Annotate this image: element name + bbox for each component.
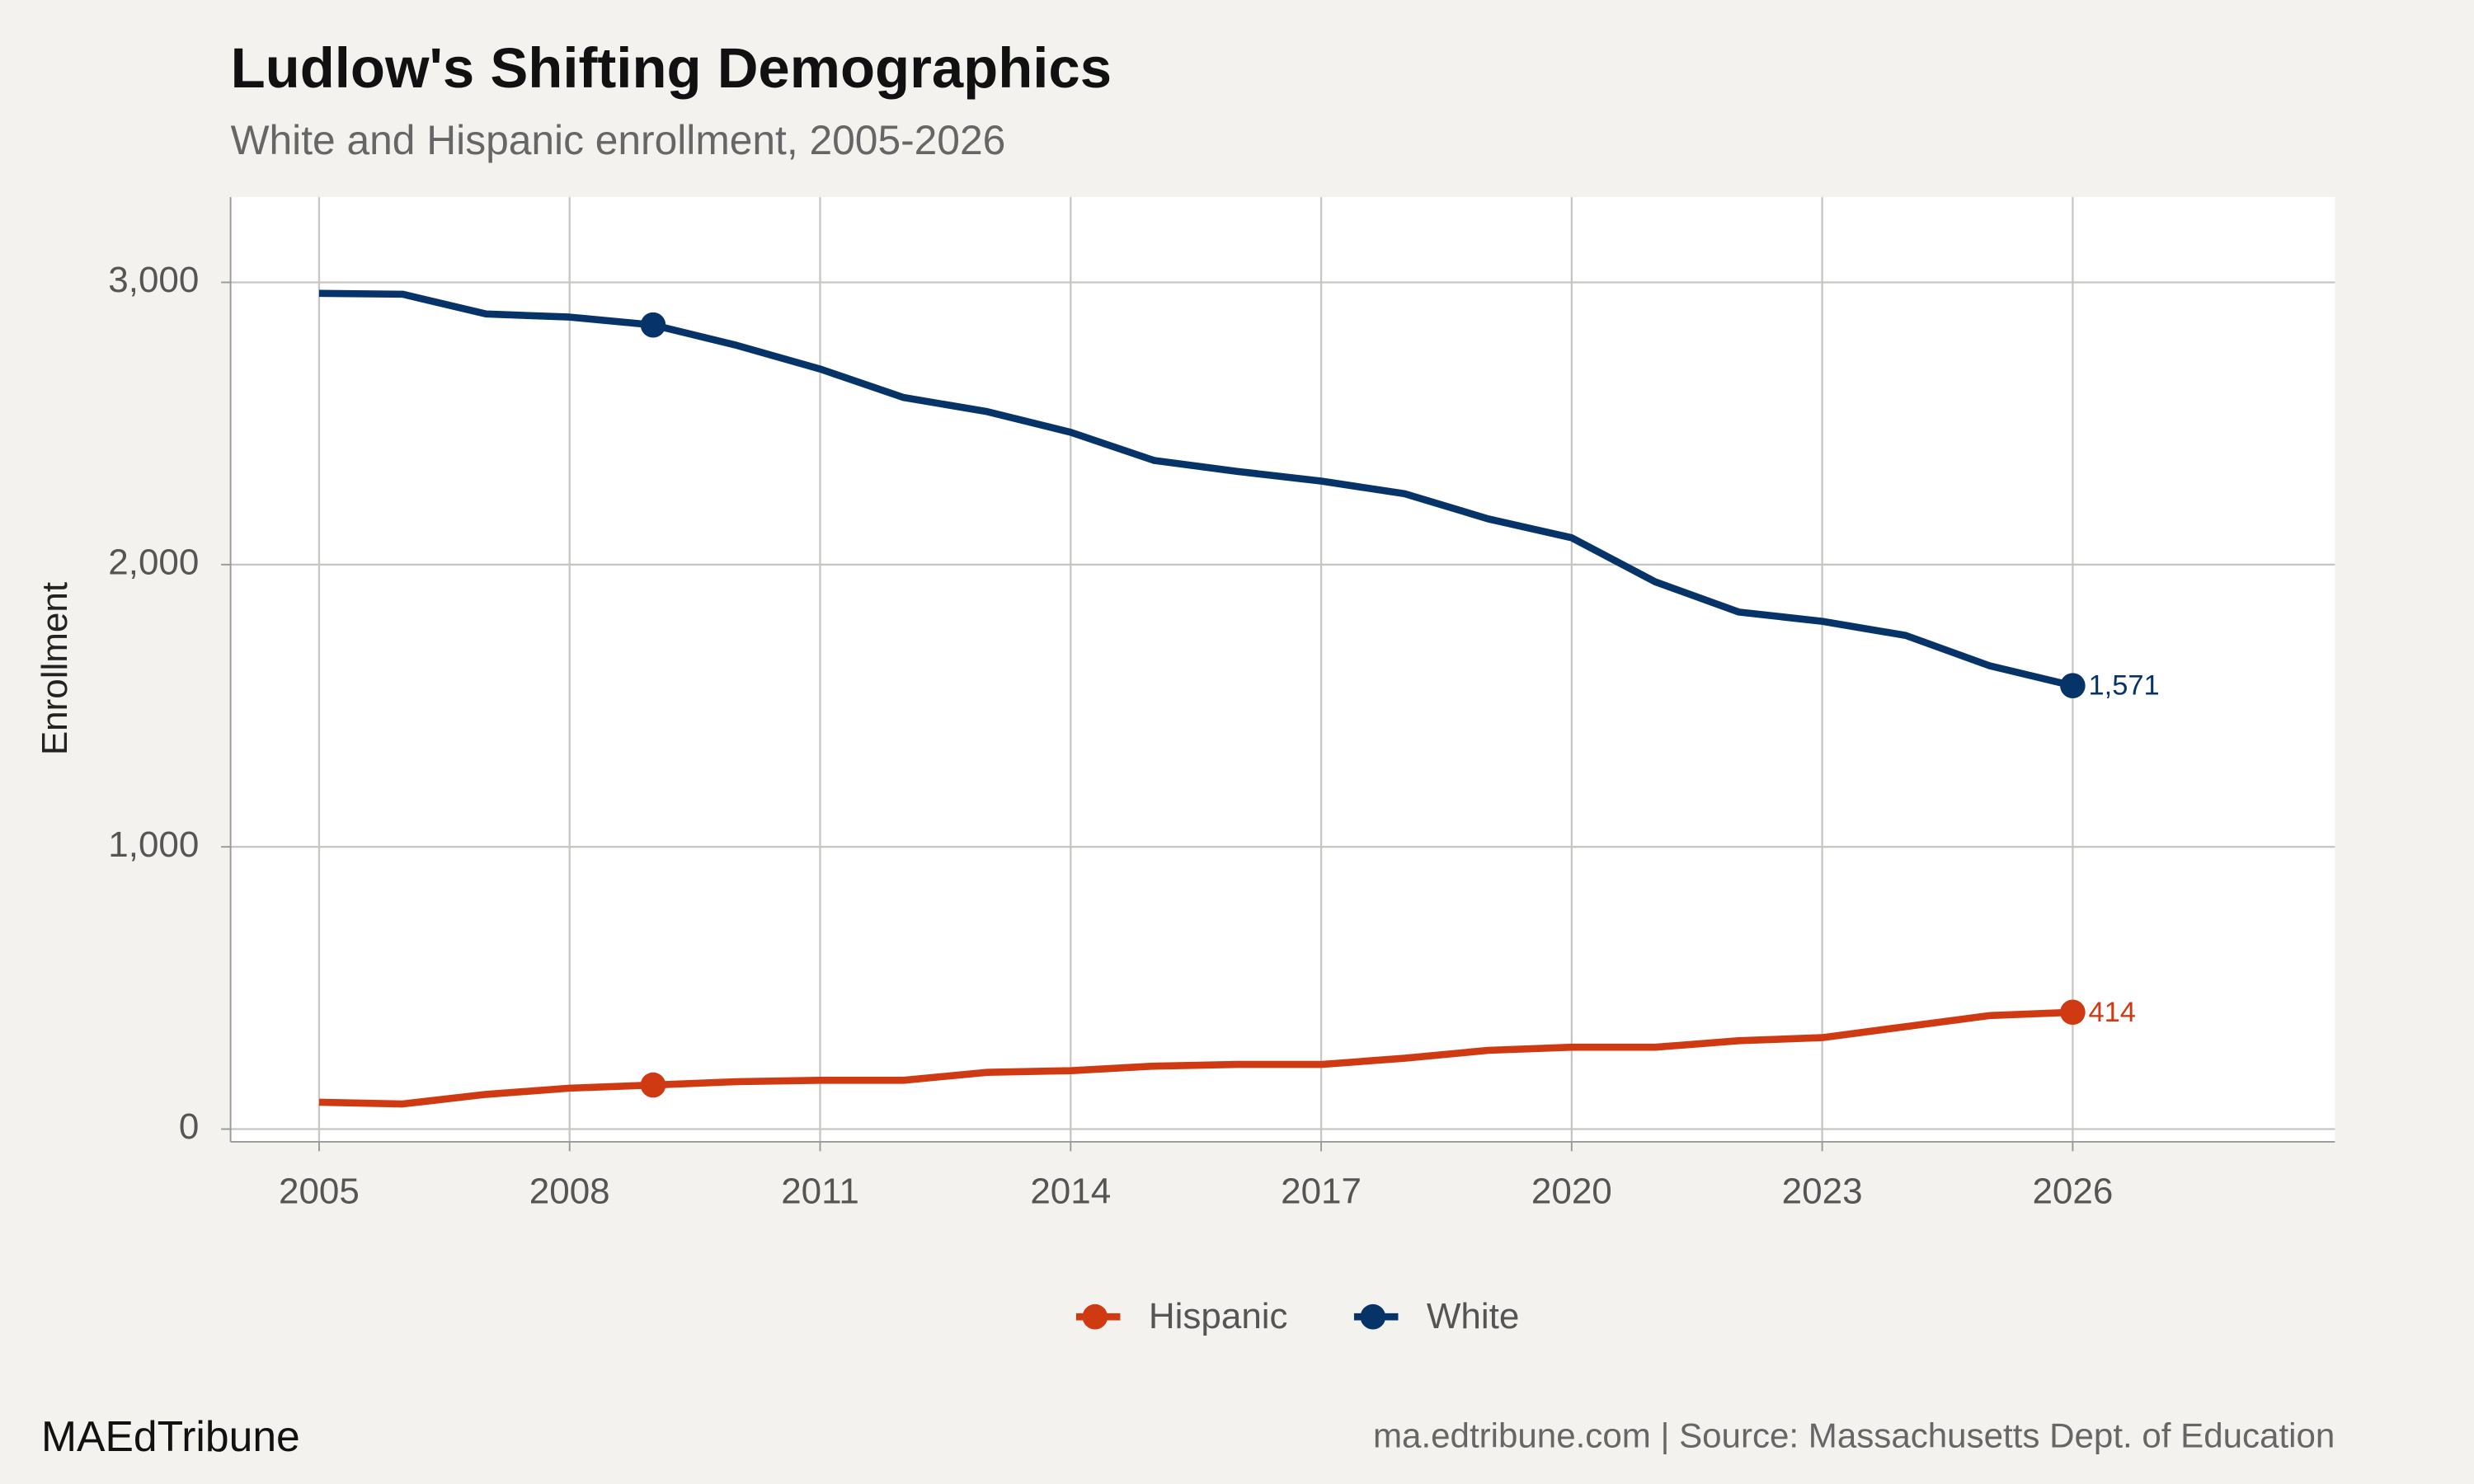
legend-label: White	[1427, 1296, 1519, 1336]
value-label: 414	[2089, 997, 2136, 1028]
legend-key-dot	[1082, 1303, 1108, 1330]
x-tick-label: 2017	[1281, 1172, 1362, 1212]
x-tick-label: 2008	[529, 1172, 610, 1212]
point-marker	[2060, 999, 2086, 1026]
x-tick-label: 2005	[279, 1172, 360, 1212]
brand: MAEdTribune	[41, 1412, 300, 1460]
x-tick-label: 2023	[1782, 1172, 1863, 1212]
series-line	[318, 1008, 2073, 1108]
series-line	[318, 289, 2074, 689]
plot-area	[230, 197, 2335, 1142]
point-marker	[640, 312, 666, 338]
y-tick-label: 0	[179, 1106, 199, 1147]
x-tick-label: 2020	[1531, 1172, 1612, 1212]
value-label: 1,571	[2089, 670, 2160, 702]
x-tick-label: 2026	[2032, 1172, 2113, 1212]
chart-title: Ludlow's Shifting Demographics	[231, 36, 1112, 100]
chart-subtitle: White and Hispanic enrollment, 2005-2026	[231, 117, 1006, 163]
y-axis-label: Enrollment	[35, 582, 75, 755]
point-marker	[640, 1072, 666, 1098]
y-tick-label: 1,000	[108, 824, 199, 865]
x-tick-label: 2011	[781, 1172, 859, 1212]
x-tick-label: 2014	[1030, 1172, 1111, 1212]
y-tick-label: 2,000	[108, 542, 199, 582]
y-tick-label: 3,000	[108, 260, 199, 300]
source: ma.edtribune.com | Source: Massachusetts…	[1373, 1416, 2335, 1455]
legend-key-dot	[1360, 1303, 1386, 1330]
legend-label: Hispanic	[1149, 1296, 1288, 1336]
point-marker	[2060, 673, 2086, 698]
